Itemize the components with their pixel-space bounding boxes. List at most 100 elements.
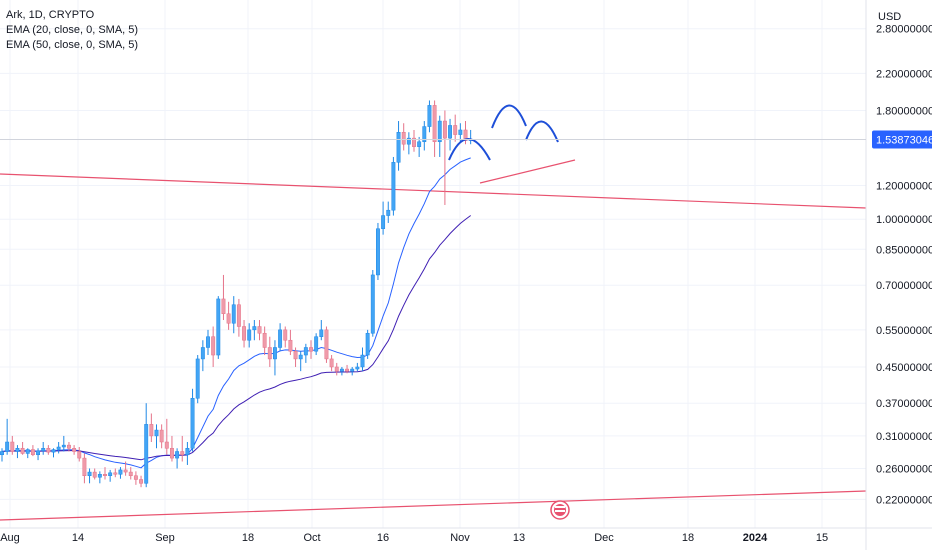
candle[interactable] bbox=[170, 435, 174, 462]
candle[interactable] bbox=[453, 114, 458, 142]
candle[interactable] bbox=[242, 320, 247, 348]
candle[interactable] bbox=[370, 270, 375, 337]
candle[interactable] bbox=[309, 340, 313, 359]
candle[interactable] bbox=[185, 442, 190, 465]
candle[interactable] bbox=[339, 366, 344, 376]
candle[interactable] bbox=[113, 468, 118, 478]
candle[interactable] bbox=[262, 326, 267, 356]
candle[interactable] bbox=[128, 467, 133, 480]
candle[interactable] bbox=[77, 447, 82, 462]
candle[interactable] bbox=[417, 136, 422, 157]
candle[interactable] bbox=[56, 442, 61, 454]
candle[interactable] bbox=[159, 424, 164, 449]
candle[interactable] bbox=[87, 468, 92, 484]
candle[interactable] bbox=[231, 296, 236, 334]
candle[interactable] bbox=[391, 156, 396, 216]
candle[interactable] bbox=[448, 118, 453, 151]
candle[interactable] bbox=[10, 435, 15, 455]
candle[interactable] bbox=[432, 100, 437, 157]
candle[interactable] bbox=[154, 424, 159, 449]
candle[interactable] bbox=[427, 100, 432, 133]
candle[interactable] bbox=[442, 110, 447, 205]
candle[interactable] bbox=[376, 222, 380, 281]
candle[interactable] bbox=[30, 445, 35, 457]
support-trendline[interactable] bbox=[0, 490, 867, 521]
candle[interactable] bbox=[72, 445, 77, 455]
candle[interactable] bbox=[319, 320, 324, 341]
currency-label[interactable]: USD bbox=[878, 11, 901, 23]
candle[interactable] bbox=[118, 467, 123, 479]
candle[interactable] bbox=[324, 326, 329, 363]
neckline-trendline[interactable] bbox=[479, 159, 576, 184]
candle[interactable] bbox=[216, 296, 221, 359]
candle[interactable] bbox=[149, 413, 154, 443]
candle[interactable] bbox=[108, 469, 113, 482]
us-flag-event-icon[interactable] bbox=[550, 500, 570, 520]
candle[interactable] bbox=[298, 351, 303, 372]
legend-ema20[interactable]: EMA (20, close, 0, SMA, 5) bbox=[6, 24, 139, 36]
candle[interactable] bbox=[468, 129, 473, 145]
candle[interactable] bbox=[365, 329, 370, 359]
candle[interactable] bbox=[422, 121, 427, 151]
candle[interactable] bbox=[437, 115, 442, 157]
candle[interactable] bbox=[247, 323, 252, 348]
candle[interactable] bbox=[283, 326, 288, 348]
candle[interactable] bbox=[139, 475, 144, 488]
candle[interactable] bbox=[0, 448, 4, 462]
candle[interactable] bbox=[350, 366, 355, 376]
candle[interactable] bbox=[257, 320, 262, 341]
candle[interactable] bbox=[267, 336, 272, 367]
legend-ema50[interactable]: EMA (50, close, 0, SMA, 5) bbox=[6, 39, 139, 51]
candle[interactable] bbox=[164, 418, 169, 455]
candle[interactable] bbox=[412, 129, 416, 152]
candle[interactable] bbox=[97, 471, 102, 484]
candle[interactable] bbox=[278, 323, 283, 352]
candle[interactable] bbox=[206, 329, 210, 356]
candle[interactable] bbox=[92, 468, 97, 480]
candle[interactable] bbox=[36, 448, 40, 461]
candle[interactable] bbox=[20, 442, 25, 455]
candle[interactable] bbox=[51, 448, 56, 458]
candle[interactable] bbox=[41, 442, 46, 455]
candle[interactable] bbox=[406, 132, 411, 155]
candle[interactable] bbox=[381, 201, 386, 235]
candle[interactable] bbox=[458, 123, 463, 142]
candle[interactable] bbox=[273, 340, 277, 376]
event-markers[interactable] bbox=[550, 500, 570, 520]
candle[interactable] bbox=[46, 445, 51, 455]
last-price-badge[interactable] bbox=[872, 130, 932, 149]
candle[interactable] bbox=[329, 355, 334, 372]
candle[interactable] bbox=[133, 471, 138, 485]
resistance-trendline[interactable] bbox=[0, 173, 867, 209]
candle[interactable] bbox=[82, 453, 87, 484]
head-arc[interactable] bbox=[491, 104, 527, 129]
candle[interactable] bbox=[175, 448, 180, 469]
candle[interactable] bbox=[103, 467, 107, 480]
ema50-line[interactable] bbox=[1, 215, 471, 461]
candle[interactable] bbox=[226, 301, 231, 330]
candle[interactable] bbox=[67, 442, 71, 452]
candle[interactable] bbox=[334, 362, 339, 376]
left-shoulder-arc[interactable] bbox=[448, 138, 491, 161]
candle[interactable] bbox=[195, 355, 200, 404]
candle[interactable] bbox=[211, 326, 216, 367]
candle[interactable] bbox=[396, 121, 401, 171]
candle[interactable] bbox=[190, 388, 195, 452]
candle[interactable] bbox=[252, 320, 257, 341]
candle[interactable] bbox=[221, 274, 226, 321]
candle[interactable] bbox=[355, 362, 360, 372]
candle[interactable] bbox=[314, 333, 319, 356]
candle[interactable] bbox=[180, 435, 185, 462]
candle[interactable] bbox=[401, 123, 406, 151]
right-shoulder-arc[interactable] bbox=[525, 120, 559, 143]
candle[interactable] bbox=[15, 445, 20, 459]
candle[interactable] bbox=[5, 418, 10, 455]
candle[interactable] bbox=[25, 448, 30, 459]
candle[interactable] bbox=[144, 403, 149, 488]
candle[interactable] bbox=[236, 298, 241, 337]
candle[interactable] bbox=[386, 201, 391, 223]
candle[interactable] bbox=[303, 343, 308, 363]
candle[interactable] bbox=[345, 364, 350, 374]
candle[interactable] bbox=[293, 347, 298, 367]
